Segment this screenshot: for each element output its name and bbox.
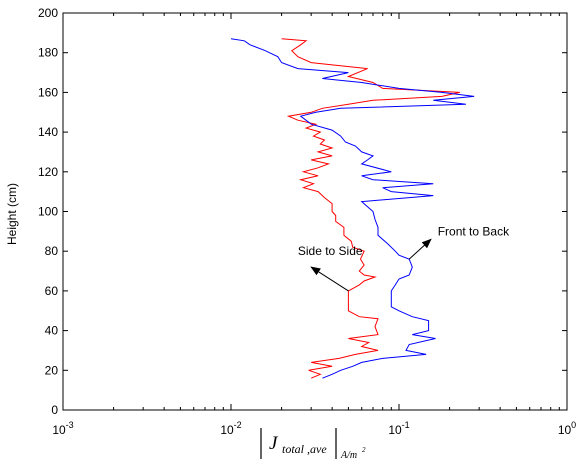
- y-tick-label: 40: [45, 324, 59, 338]
- side-to-side-arrow: [310, 266, 349, 292]
- y-tick-label: 60: [45, 284, 59, 298]
- x-label-subscript: total ,ave: [282, 442, 327, 456]
- x-axis-ticks: 10-3 10-2 10-1 100: [52, 13, 576, 437]
- x-tick-label: 100: [558, 420, 576, 437]
- front-to-back-arrow: [408, 238, 432, 260]
- y-axis-label: Height (cm): [5, 183, 19, 245]
- plot-background: [63, 13, 567, 410]
- annotation-layer: Side to Side Front to Back: [298, 224, 510, 292]
- y-tick-label: 120: [38, 165, 58, 179]
- side-to-side-annotation: Side to Side: [298, 244, 363, 258]
- x-label-symbol: J: [269, 433, 279, 454]
- x-label-unit-exponent: 2: [362, 446, 366, 454]
- y-tick-label: 140: [38, 125, 58, 139]
- y-tick-label: 200: [38, 6, 58, 20]
- x-tick-label: 10-3: [52, 420, 73, 437]
- x-tick-label: 10-1: [388, 420, 409, 437]
- y-tick-label: 180: [38, 46, 58, 60]
- x-tick-label: 10-2: [220, 420, 241, 437]
- x-axis-label: J total ,ave A/m 2: [260, 428, 366, 461]
- series-line-1: [281, 38, 460, 379]
- y-tick-label: 100: [38, 205, 58, 219]
- front-to-back-annotation: Front to Back: [438, 224, 510, 238]
- y-axis-ticks: 0 20 40 60 80 100 120 140 160 180 200: [38, 6, 567, 417]
- y-tick-label: 20: [45, 363, 59, 377]
- series-line-2: [230, 38, 475, 379]
- x-label-unit: A/m: [340, 450, 357, 461]
- y-tick-label: 160: [38, 85, 58, 99]
- y-tick-label: 0: [51, 403, 58, 417]
- series-layer: [230, 38, 475, 379]
- y-tick-label: 80: [45, 244, 59, 258]
